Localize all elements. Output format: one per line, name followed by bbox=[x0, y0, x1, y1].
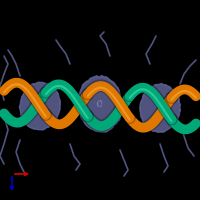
Polygon shape bbox=[78, 76, 122, 132]
Polygon shape bbox=[140, 83, 181, 132]
Polygon shape bbox=[19, 82, 60, 130]
